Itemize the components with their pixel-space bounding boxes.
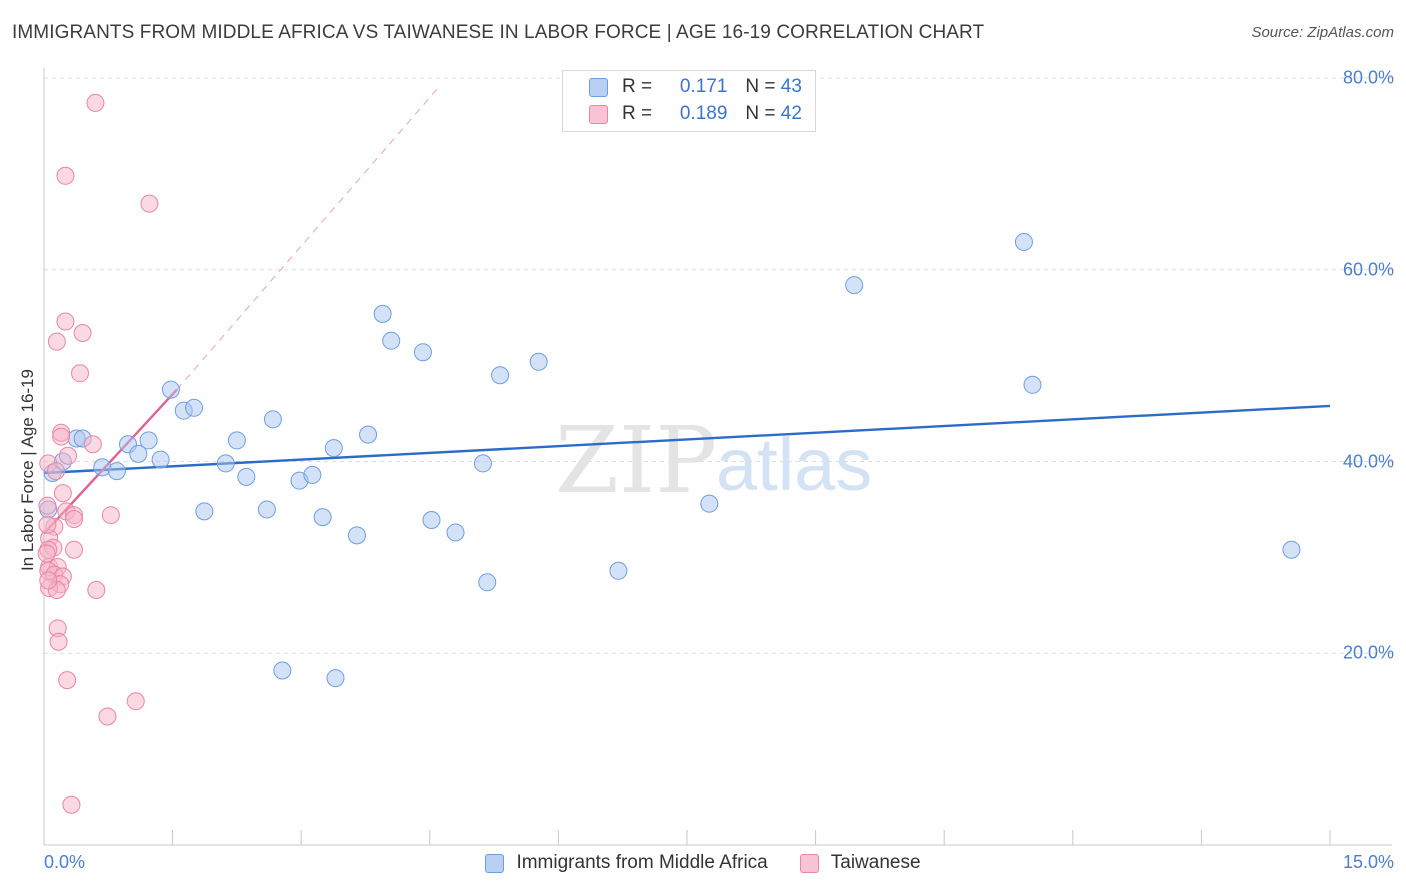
point-series1-25 <box>347 526 366 545</box>
point-series1-29 <box>413 343 432 362</box>
point-series1-30 <box>422 510 441 529</box>
point-series2-9 <box>83 435 102 454</box>
point-series2-1 <box>56 166 75 185</box>
legend-n-value-series1: 43 <box>780 76 802 97</box>
point-series2-12 <box>47 462 66 481</box>
legend-label-series2: Taiwanese <box>830 852 921 873</box>
point-series2-34 <box>58 671 77 690</box>
point-series1-5 <box>107 462 126 481</box>
point-series1-19 <box>273 661 292 680</box>
point-series1-24 <box>326 669 345 688</box>
point-series1-34 <box>491 366 510 385</box>
point-series2-33 <box>49 632 68 651</box>
point-series2-0 <box>86 93 105 112</box>
x-tick-min: 0.0% <box>44 852 86 872</box>
y-tick-label-0: 20.0% <box>1342 642 1394 663</box>
point-series1-40 <box>1023 375 1042 394</box>
point-series1-33 <box>478 573 497 592</box>
point-series1-12 <box>185 398 204 417</box>
point-series1-37 <box>700 494 719 513</box>
legend-r-label: R = <box>622 76 653 97</box>
point-series2-16 <box>65 510 84 529</box>
point-series1-13 <box>195 502 214 521</box>
point-series2-41 <box>39 571 58 590</box>
legend-swatch-pink <box>589 104 608 124</box>
legend-r-value-series1: 0.171 <box>679 76 728 97</box>
legend-label-series1: Immigrants from Middle Africa <box>516 852 768 873</box>
point-series1-27 <box>373 304 392 323</box>
legend-swatch-pink <box>799 853 819 873</box>
watermark: ZIP atlas <box>555 407 872 514</box>
point-series1-18 <box>263 410 282 429</box>
point-series1-23 <box>324 439 343 458</box>
data-points <box>37 93 1301 814</box>
legend-item-series2[interactable]: Taiwanese <box>799 852 921 874</box>
trend-extension-series2 <box>176 87 439 390</box>
point-series1-32 <box>473 454 492 473</box>
point-series1-14 <box>216 454 235 473</box>
point-series1-8 <box>139 431 158 450</box>
watermark-zip: ZIP <box>555 407 717 514</box>
chart-title: IMMIGRANTS FROM MIDDLE AFRICA VS TAIWANE… <box>12 22 985 43</box>
point-series2-4 <box>73 324 92 343</box>
point-series2-37 <box>62 795 81 814</box>
point-series2-40 <box>37 544 56 563</box>
point-series1-10 <box>161 380 180 399</box>
point-series1-41 <box>1282 540 1301 559</box>
legend-row-series1: R = 0.171 N = 43 <box>589 74 802 100</box>
point-series2-38 <box>38 515 57 534</box>
legend-r-value-series2: 0.189 <box>679 103 728 124</box>
point-series1-9 <box>151 450 170 469</box>
point-series1-35 <box>529 352 548 371</box>
point-series1-21 <box>303 465 322 484</box>
legend-swatch-blue <box>589 77 608 97</box>
series-legend: Immigrants from Middle Africa Taiwanese <box>0 852 1406 874</box>
gridlines <box>44 77 1392 654</box>
legend-item-series1[interactable]: Immigrants from Middle Africa <box>485 852 768 874</box>
point-series2-8 <box>52 427 71 446</box>
point-series1-36 <box>609 561 628 580</box>
point-series2-2 <box>140 194 159 213</box>
point-series2-5 <box>47 332 66 351</box>
point-series2-17 <box>101 506 120 525</box>
legend-swatch-blue <box>485 853 505 873</box>
legend-n-label: N = <box>745 76 776 97</box>
trend-line-series1 <box>43 404 1331 475</box>
legend-r-label: R = <box>622 103 653 124</box>
legend-n-value-series2: 42 <box>780 103 802 124</box>
x-tick-max: 15.0% <box>1342 852 1394 872</box>
point-series1-7 <box>129 444 148 463</box>
point-series1-26 <box>359 425 378 444</box>
point-series1-28 <box>382 331 401 350</box>
point-series2-6 <box>71 364 90 383</box>
point-series2-36 <box>98 707 117 726</box>
point-series2-3 <box>56 312 75 331</box>
point-series2-35 <box>126 692 145 711</box>
point-series1-17 <box>257 500 276 519</box>
source-label: Source: ZipAtlas.com <box>1251 24 1394 41</box>
point-series1-15 <box>227 431 246 450</box>
point-series1-22 <box>313 508 332 527</box>
point-series1-31 <box>446 523 465 542</box>
point-series2-39 <box>38 496 57 515</box>
point-series1-16 <box>237 467 256 486</box>
point-series2-13 <box>53 484 72 503</box>
stats-legend: R = 0.171 N = 43 R = 0.189 N = 42 <box>562 70 816 132</box>
point-series2-10 <box>59 446 78 465</box>
watermark-atlas: atlas <box>716 423 872 506</box>
y-tick-label-1: 40.0% <box>1342 451 1394 471</box>
y-tick-label-3: 80.0% <box>1342 67 1394 88</box>
y-tick-label-2: 60.0% <box>1342 259 1394 280</box>
point-series2-22 <box>65 540 84 559</box>
legend-row-series2: R = 0.189 N = 42 <box>589 101 802 127</box>
point-series1-38 <box>845 276 864 295</box>
point-series1-39 <box>1014 232 1033 251</box>
legend-n-label: N = <box>745 103 776 124</box>
point-series2-31 <box>87 580 106 599</box>
